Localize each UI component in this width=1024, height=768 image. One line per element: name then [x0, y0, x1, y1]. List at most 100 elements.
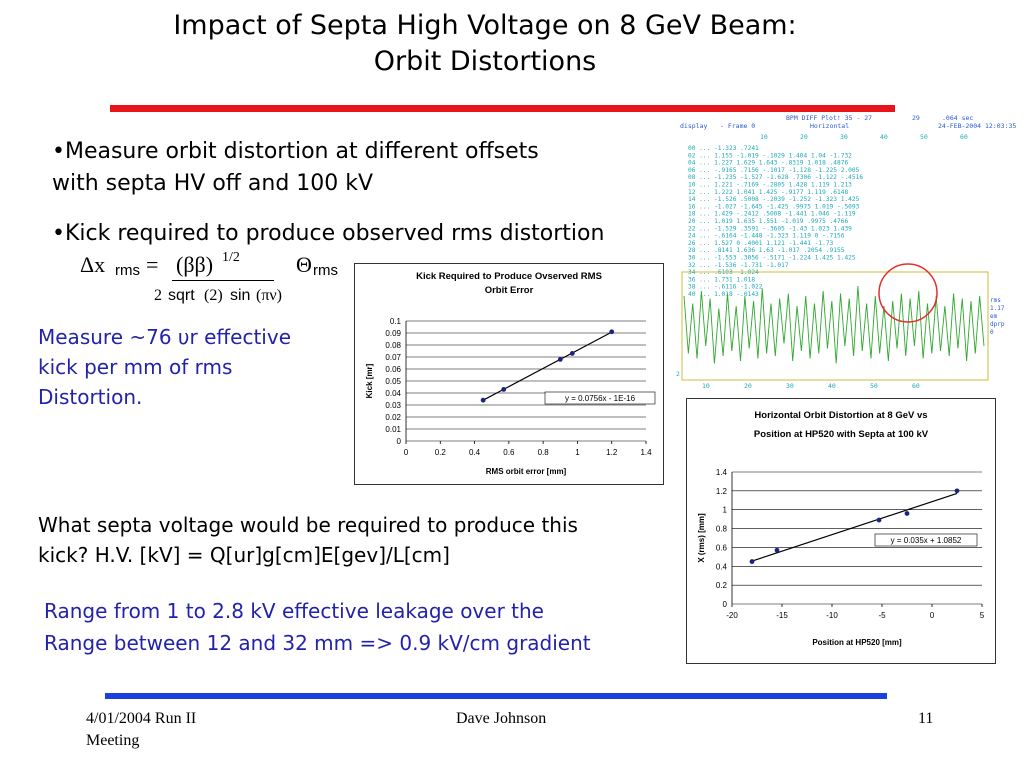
bpm-frame-label: - Frame 0 [720, 122, 755, 130]
bpm-table-row: 12 ... 1.222 1.041 1.425 -.9177 1.119 .6… [688, 189, 848, 196]
chart-title-line1: Horizontal Orbit Distortion at 8 GeV vs [754, 410, 927, 421]
bpm-plot-frame [681, 271, 989, 381]
y-tick-label: 0 [723, 600, 728, 609]
y-tick-label: 1.4 [716, 468, 728, 477]
y-tick-label: 0.08 [385, 341, 401, 350]
y-axis-label: Kick [mr] [365, 363, 374, 398]
formula-rms-sub: rms [115, 262, 140, 279]
bpm-table-row: 28 ... .8141 1.636 1.63 -1.017 .2054 .91… [688, 247, 845, 254]
footer-date-line: 4/01/2004 Run II [86, 710, 197, 727]
equation-label: y = 0.035x + 1.0852 [891, 536, 962, 545]
formula-theta-sub: rms [313, 262, 338, 279]
bpm-table-row: 32 ... -1.536 -1.731 -1.017 [688, 262, 789, 269]
bpm-header-time: .064 sec [942, 114, 973, 122]
x-tick-label: 0 [404, 448, 409, 457]
data-point [501, 387, 507, 392]
x-axis-label: Position at HP520 [mm] [812, 638, 902, 647]
x-tick-label: 0.4 [469, 448, 481, 457]
y-axis-label: X (rms) [mm] [697, 513, 706, 563]
question-line1: What septa voltage would be required to … [38, 513, 578, 537]
kick-formula: Δx rms = (ββ) 1/2 Θ rms 2 sqrt (2) sin (… [80, 250, 360, 312]
formula-two-paren: (2) [204, 287, 223, 304]
x-tick-label: 1 [575, 448, 580, 457]
bpm-table-row: 10 ... 1.221 -.7169 -.2805 1.428 1.119 1… [688, 182, 852, 189]
bpm-table-row: 08 ... -1.235 -1.527 -1.628 .7306 -1.122… [688, 174, 863, 181]
y-tick-label: 0.05 [385, 377, 401, 386]
bpm-table-row: 22 ... -1.529 .3591 -.3605 -1.43 1.023 1… [688, 225, 852, 232]
equation-box [544, 391, 656, 405]
y-tick-label: 1 [723, 506, 728, 515]
data-point [774, 547, 780, 553]
y-tick-label: 0.02 [385, 413, 401, 422]
bpm-table-row: 40 ... 1.018 -.0143 [688, 291, 759, 298]
slide-title-line1: Impact of Septa High Voltage on 8 GeV Be… [173, 10, 797, 41]
kick-chart-panel: Kick Required to Produce Ovserved RMS Orb… [354, 263, 664, 485]
bpm-bottom-tick: 50 [870, 382, 878, 390]
bpm-right-label: 0 [990, 329, 994, 336]
formula-delta-x: Δx [80, 252, 106, 277]
footer-divider [105, 693, 887, 699]
bpm-bottom-tick: 40 [828, 382, 836, 390]
bpm-right-label: 1.17 [990, 305, 1005, 312]
trendline [751, 492, 958, 562]
x-tick-label: -15 [776, 611, 788, 620]
kick-chart: Kick Required to Produce Ovserved RMS Orb… [365, 271, 656, 476]
y-tick-label: 0 [397, 437, 402, 446]
equation-label: y = 0.0756x - 1E-16 [565, 394, 636, 403]
bpm-diff-panel: BPM DIFF Plot! 35 - 27 29 .064 sec display -… [676, 112, 1024, 392]
chart-title-line2: Orbit Error [485, 285, 534, 296]
bpm-table-row: 06 ... -.9165 .7156 -.1017 -1.128 -1.225… [688, 167, 860, 174]
y-tick-label: 0.07 [385, 353, 401, 362]
formula-two: 2 [154, 287, 162, 304]
bpm-date: 24-FEB-2004 12:03:35 [938, 122, 1016, 130]
y-tick-label: 0.04 [385, 389, 401, 398]
bpm-table-row: 38 ... -.6116 -1.022 [688, 284, 763, 291]
bpm-bottom-tick: 20 [744, 382, 752, 390]
data-point [569, 351, 575, 356]
x-tick-label: -5 [878, 611, 886, 620]
y-tick-label: 0.1 [390, 317, 402, 326]
slide-title: Impact of Septa High Voltage on 8 GeV Be… [60, 8, 910, 80]
bullet-measure-orbit: •Measure orbit distortion at different o… [52, 136, 539, 200]
bullet-kick-required: •Kick required to produce observed rms d… [52, 221, 605, 246]
footer-date: 4/01/2004 Run II Meeting [86, 708, 196, 752]
bpm-table-row: 34 ... .6103 -1.024 [688, 269, 759, 276]
x-tick-label: 0.8 [538, 448, 550, 457]
title-divider [110, 105, 895, 112]
orbit-chart: Horizontal Orbit Distortion at 8 GeV vs P… [697, 410, 985, 647]
y-tick-label: 0.4 [716, 562, 728, 571]
x-tick-label: -20 [726, 611, 738, 620]
formula-equals: = [146, 252, 159, 277]
footer-meeting-line: Meeting [86, 732, 140, 749]
data-point [480, 397, 486, 403]
y-tick-label: 0.01 [385, 425, 401, 434]
bpm-table-row: 24 ... -.6164 -1.448 -1.323 1.119 0 -.71… [688, 233, 845, 240]
bpm-bottom-tick: 10 [702, 382, 710, 390]
data-point [557, 357, 563, 362]
x-tick-label: 1.2 [606, 448, 618, 457]
x-tick-label: 0 [930, 611, 935, 620]
y-tick-label: 0.8 [716, 525, 728, 534]
bpm-top-tick: 30 [840, 133, 848, 141]
formula-beta: (ββ) [176, 252, 214, 277]
formula-sqrt: sqrt [168, 287, 195, 304]
x-tick-label: -10 [826, 611, 838, 620]
bpm-display-label: display [680, 122, 707, 130]
bpm-diff-plot: BPM DIFF Plot! 35 - 27 29 .064 sec display -… [676, 114, 1016, 390]
bullet-measure-line2: with septa HV off and 100 kV [52, 171, 374, 196]
bpm-bottom-tick: 30 [786, 382, 794, 390]
y-tick-label: 0.03 [385, 401, 401, 410]
bpm-top-tick: 10 [760, 133, 768, 141]
bpm-table-row: 18 ... 1.429 -.2412 .5008 -1.441 1.046 -… [688, 211, 856, 218]
footer-author: Dave Johnson [456, 710, 547, 727]
bpm-table-row: 14 ... -1.526 .5008 -.2039 -1.252 -1.323… [688, 196, 860, 203]
orbit-chart-panel: Horizontal Orbit Distortion at 8 GeV vs P… [686, 398, 996, 664]
bpm-table-row: 26 ... 1.527 0 .4001 1.121 -1.441 -1.73 [688, 240, 834, 247]
bpm-bottom-tick: 60 [912, 382, 920, 390]
x-tick-label: 5 [980, 611, 985, 620]
bpm-top-tick: 60 [960, 133, 968, 141]
bpm-table-row: 30 ... -1.553 .3056 -.5171 -1.224 1.425 … [688, 255, 856, 262]
highlight-circle [878, 263, 938, 323]
bpm-table-row: 20 ... 1.019 1.635 1.551 -1.019 .9975 .4… [688, 218, 848, 225]
data-point [609, 329, 615, 335]
